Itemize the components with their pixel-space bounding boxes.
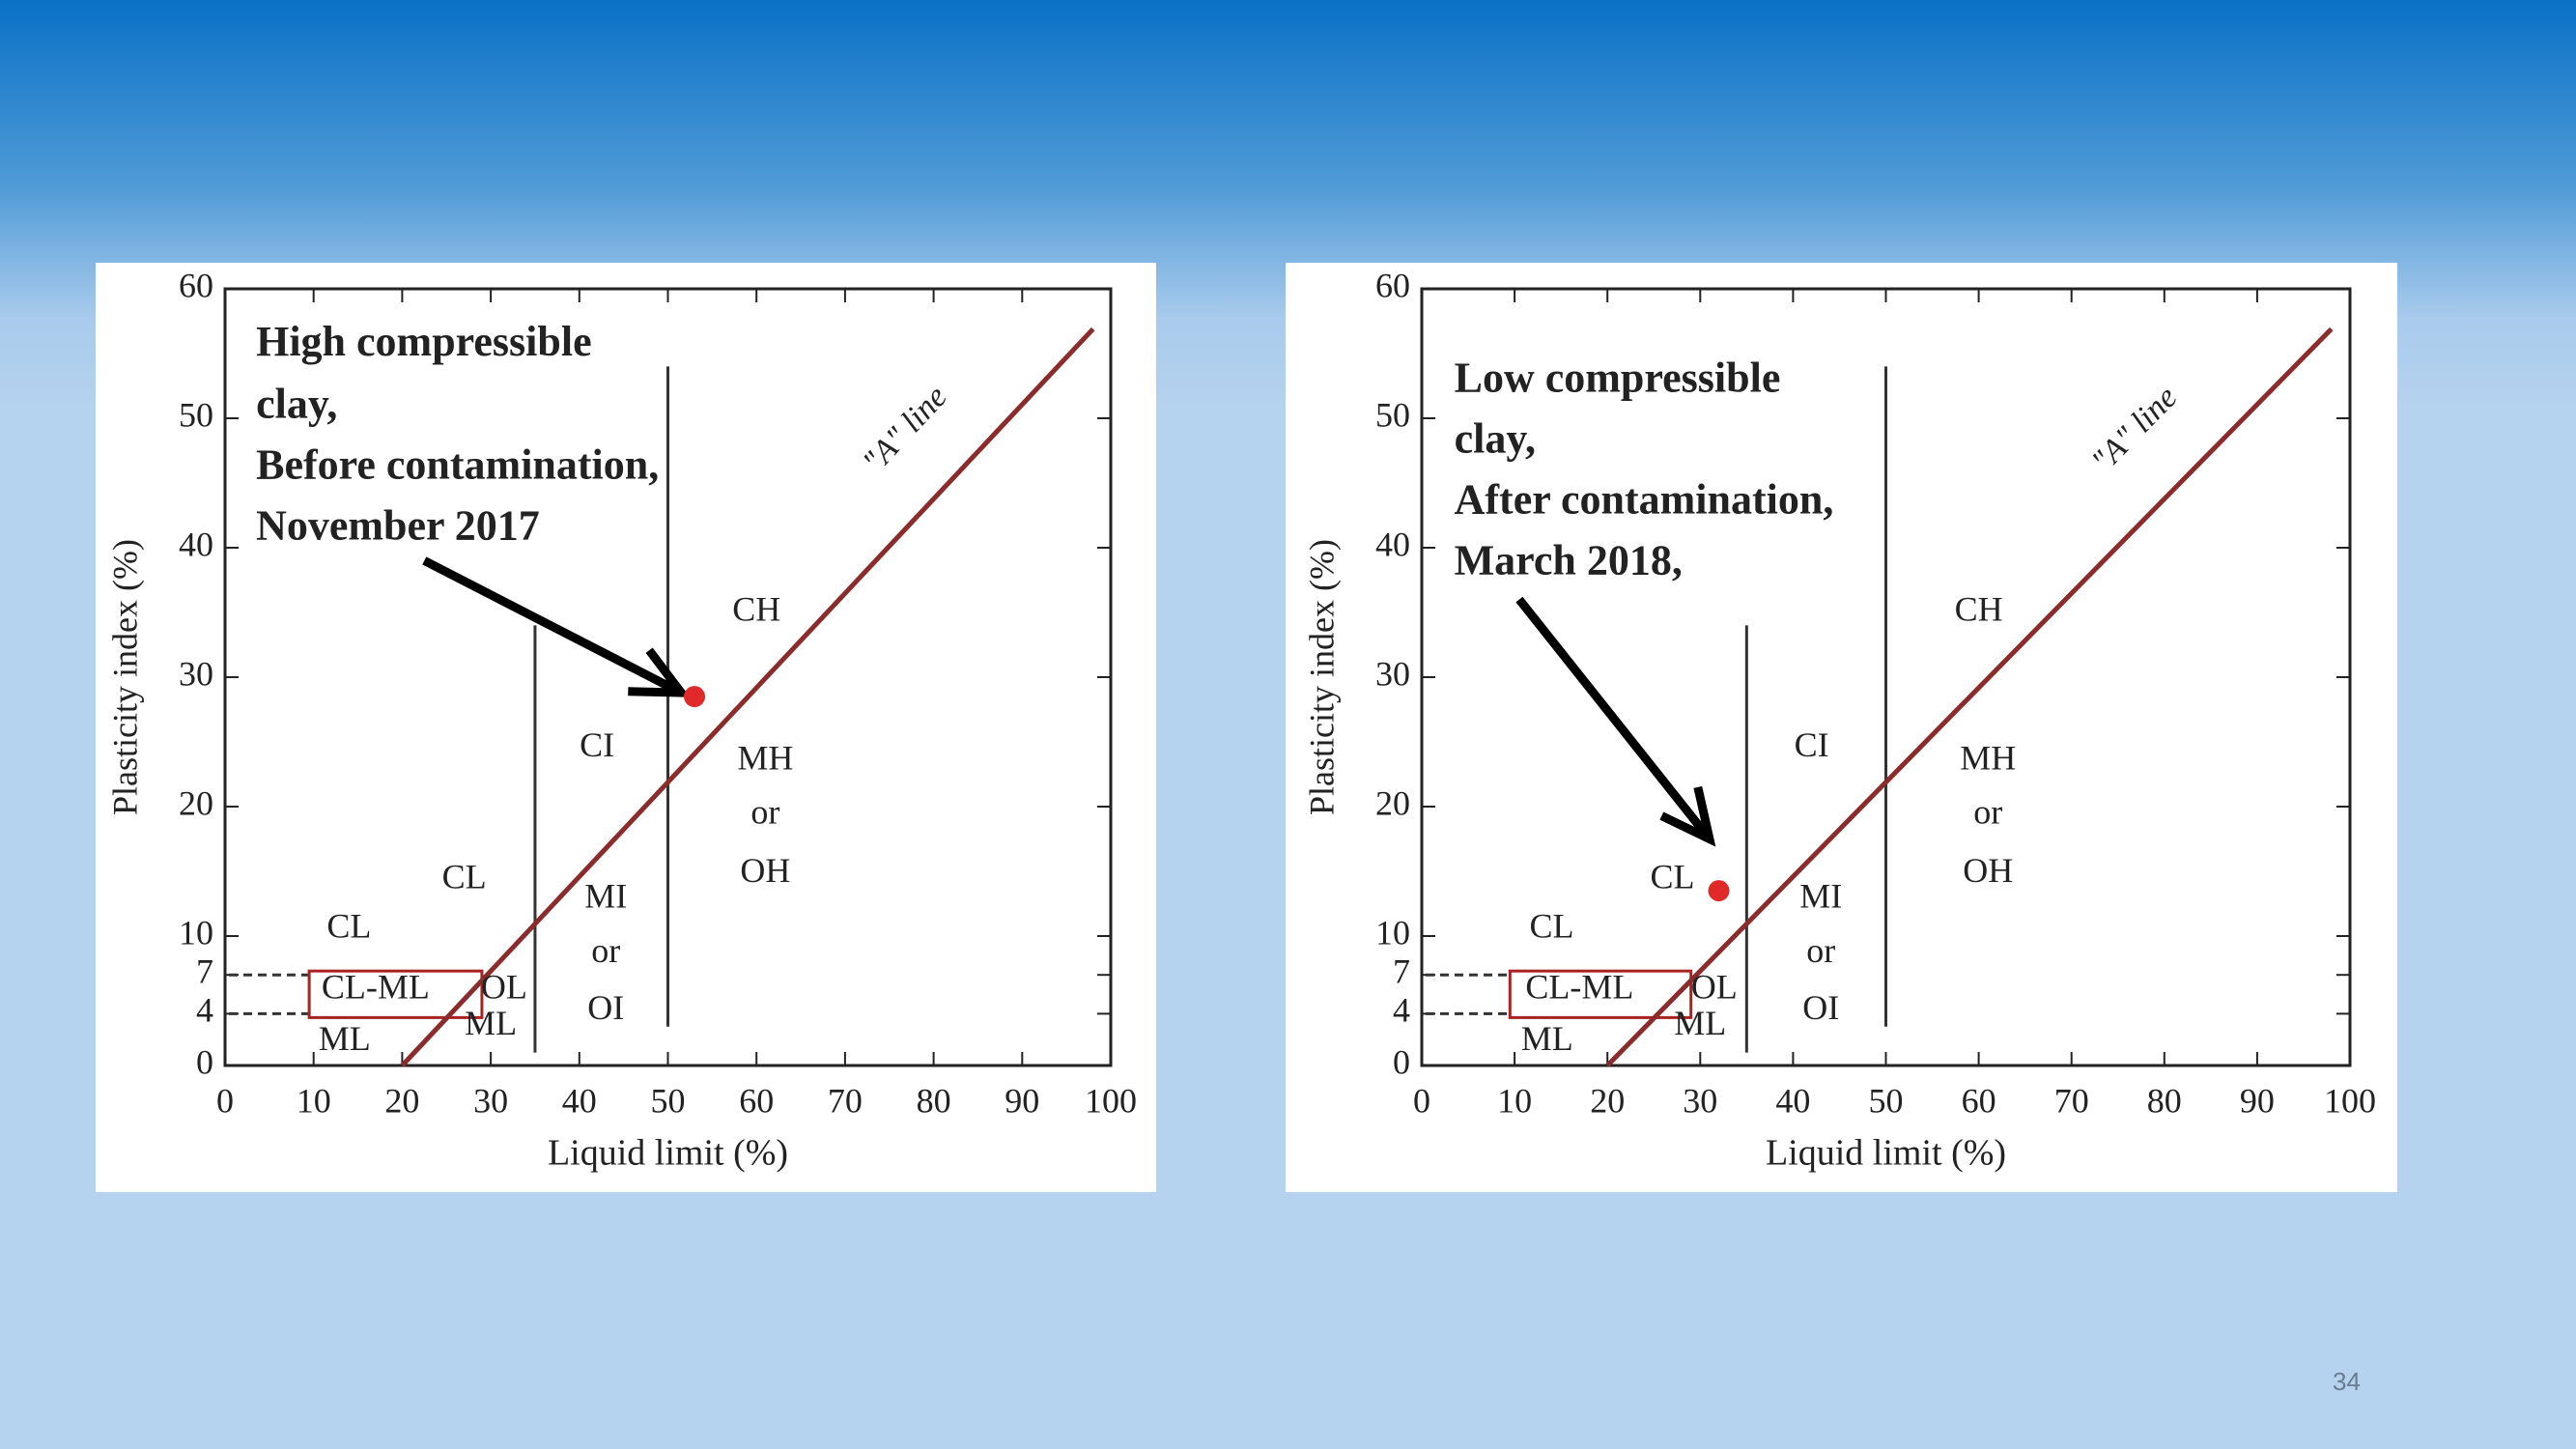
zone-label: OL	[481, 968, 527, 1007]
annotation-line: clay,	[1455, 415, 1536, 463]
x-tick-label: 70	[828, 1081, 863, 1120]
data-point	[684, 686, 706, 708]
x-tick-label: 10	[297, 1081, 331, 1120]
y-tick-label: 50	[1375, 395, 1410, 434]
annotation-line: High compressible	[256, 318, 592, 365]
annotation-line: After contamination,	[1455, 476, 1834, 524]
zone-label: OI	[587, 988, 624, 1027]
x-tick-label: 30	[1683, 1081, 1717, 1120]
zone-label: or	[591, 931, 620, 970]
y-tick-label: 4	[1393, 991, 1410, 1030]
zone-label: MI	[1799, 877, 1842, 916]
page-number: 34	[2333, 1367, 2361, 1396]
zone-label: ML	[1674, 1004, 1726, 1042]
zone-label: ML	[465, 1004, 517, 1042]
zone-label: or	[750, 793, 779, 832]
y-tick-label: 60	[179, 266, 213, 304]
zone-label: CL	[442, 858, 487, 896]
panel-background	[96, 263, 1156, 1192]
x-tick-label: 20	[384, 1081, 419, 1120]
x-tick-label: 70	[2054, 1081, 2089, 1120]
zone-label: CL-ML	[1525, 968, 1633, 1007]
x-tick-label: 30	[473, 1081, 508, 1120]
annotation-line: clay,	[256, 380, 337, 427]
x-tick-label: 20	[1590, 1081, 1625, 1120]
zone-label: CI	[1795, 725, 1829, 764]
x-tick-label: 10	[1497, 1081, 1532, 1120]
y-axis-label: Plasticity index (%)	[1302, 539, 1341, 815]
y-tick-label: 4	[196, 991, 213, 1030]
x-axis-label: Liquid limit (%)	[548, 1133, 788, 1174]
zone-label: CL	[326, 907, 371, 946]
x-tick-label: 100	[2324, 1081, 2376, 1120]
chart-panel: 0 10 20 30 40 50 60 70 80 90 100047102030405060Liq…	[1286, 263, 2397, 1192]
data-point	[1708, 880, 1730, 902]
y-tick-label: 40	[179, 525, 213, 563]
x-tick-label: 0	[216, 1081, 234, 1120]
zone-label: CL	[1530, 907, 1574, 946]
zone-label: ML	[319, 1019, 371, 1058]
x-tick-label: 90	[1005, 1081, 1039, 1120]
annotation-arrow	[1515, 596, 1713, 842]
chart-panel: 0 10 20 30 40 50 60 70 80 90 100047102030405060Liq…	[96, 263, 1156, 1192]
panel-background	[1286, 263, 2397, 1192]
zone-label: OL	[1691, 968, 1738, 1007]
x-tick-label: 100	[1085, 1081, 1137, 1120]
y-axis-label: Plasticity index (%)	[105, 539, 144, 815]
x-tick-label: 60	[1962, 1081, 1996, 1120]
y-tick-label: 7	[196, 952, 213, 990]
zone-label: OI	[1802, 988, 1839, 1027]
x-tick-label: 0	[1413, 1081, 1430, 1120]
annotation-line: Before contamination,	[256, 440, 659, 488]
cl-ml-box	[307, 969, 484, 1019]
y-tick-label: 7	[1393, 952, 1410, 990]
zone-label: CH	[1955, 589, 2003, 628]
zone-label: MH	[1960, 738, 2016, 777]
annotation-arrowhead	[1659, 785, 1716, 847]
y-tick-label: 40	[1375, 525, 1410, 563]
annotation-arrowhead	[628, 647, 691, 697]
annotation-line: Low compressible	[1455, 355, 1781, 402]
x-axis-label: Liquid limit (%)	[1766, 1133, 2006, 1174]
y-tick-label: 60	[1375, 266, 1410, 304]
zone-label: CL	[1650, 858, 1694, 896]
x-tick-label: 80	[2147, 1081, 2182, 1120]
zone-label: MH	[737, 738, 793, 777]
y-tick-label: 30	[1375, 654, 1410, 693]
x-tick-label: 90	[2240, 1081, 2275, 1120]
zone-label: OH	[1963, 851, 2013, 890]
y-tick-label: 20	[179, 783, 213, 822]
cl-ml-box	[1508, 969, 1693, 1019]
zone-label: CH	[732, 589, 780, 628]
x-tick-label: 60	[739, 1081, 774, 1120]
annotation-line: March 2018,	[1455, 537, 1683, 584]
zone-label: CL-ML	[322, 968, 430, 1007]
x-tick-label: 50	[651, 1081, 686, 1120]
zone-label: ML	[1521, 1019, 1573, 1058]
x-tick-label: 50	[1869, 1081, 1904, 1120]
y-tick-label: 10	[179, 913, 213, 952]
annotation-line: November 2017	[256, 501, 540, 549]
y-tick-label: 50	[179, 395, 213, 434]
x-tick-label: 80	[917, 1081, 951, 1120]
x-tick-label: 40	[1775, 1081, 1810, 1120]
y-tick-label: 10	[1375, 913, 1410, 952]
a-line	[400, 327, 1095, 1067]
y-tick-label: 0	[196, 1042, 213, 1081]
zone-label: CI	[580, 725, 614, 764]
y-tick-label: 30	[179, 654, 213, 693]
zone-label: or	[1806, 931, 1835, 970]
a-line	[1605, 327, 2334, 1067]
zone-label: OH	[740, 851, 790, 890]
annotation-arrow	[422, 556, 684, 697]
x-tick-label: 40	[562, 1081, 597, 1120]
zone-label: MI	[584, 877, 627, 916]
zone-label: or	[1973, 793, 2002, 832]
y-tick-label: 0	[1393, 1042, 1410, 1081]
y-tick-label: 20	[1375, 783, 1410, 822]
